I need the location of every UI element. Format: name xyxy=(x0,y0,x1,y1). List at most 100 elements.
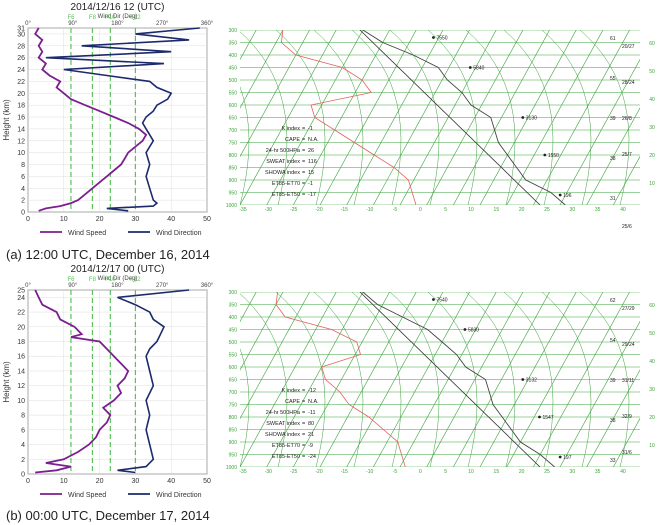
pressure-label: 450 xyxy=(229,328,238,334)
isotherm xyxy=(240,30,257,61)
temperature-tick-label: -35 xyxy=(239,469,246,475)
plot-frame xyxy=(27,289,208,475)
adiabat xyxy=(503,30,554,205)
height-label: 30 xyxy=(649,125,655,131)
temperature-tick-label: 30 xyxy=(570,207,576,213)
index-separator: = xyxy=(302,454,305,460)
isotherm xyxy=(559,58,640,205)
y-tick-label: 31 xyxy=(17,26,25,33)
index-value: -9 xyxy=(308,443,313,449)
isotherm xyxy=(373,292,470,467)
direction-tick-label: 270° xyxy=(156,283,169,289)
isotherm xyxy=(613,417,640,467)
y-tick-label: 24 xyxy=(17,295,25,302)
pressure-label: 400 xyxy=(229,315,238,321)
temperature-tick-label: -15 xyxy=(341,207,348,213)
panel-b-svg: 2014/12/17 00 (UTC)Wind Dir (Deg)0246810… xyxy=(2,264,655,499)
temperature-tick-label: -25 xyxy=(290,207,297,213)
adiabat xyxy=(503,292,554,467)
direction-tick-label: 180° xyxy=(111,21,124,27)
isotherm xyxy=(613,155,640,205)
index-value: 15 xyxy=(308,170,314,176)
level-marker xyxy=(432,298,435,301)
index-label: ET85-ET50 xyxy=(272,454,300,460)
index-separator: = xyxy=(302,410,305,416)
height-label: 20 xyxy=(649,153,655,159)
adiabat xyxy=(389,292,440,467)
y-tick-label: 8 xyxy=(21,162,25,169)
adiabat xyxy=(389,30,440,205)
y-tick-label: 18 xyxy=(17,339,25,346)
index-label: ET85-ET70 xyxy=(272,181,300,187)
wind-label: 28/24 xyxy=(622,80,635,86)
direction-tick-label: 180° xyxy=(111,283,124,289)
pressure-label: 900 xyxy=(229,178,238,184)
temperature-tick-label: 25 xyxy=(544,469,550,475)
y-tick-label: 30 xyxy=(17,31,25,38)
isotherm xyxy=(266,292,364,467)
y-tick-label: 22 xyxy=(17,310,25,317)
wind-speed-line xyxy=(34,289,130,474)
y-tick-label: 2 xyxy=(21,457,25,464)
level-label: 5840 xyxy=(473,66,484,72)
level-marker xyxy=(463,328,467,331)
adiabat xyxy=(427,292,478,467)
index-value: -11 xyxy=(308,410,316,416)
wind-direction-line xyxy=(117,289,190,474)
pressure-label: 550 xyxy=(229,353,238,359)
isotherm xyxy=(399,30,497,205)
y-tick-label: 2 xyxy=(21,198,25,205)
x-axis-label: Wind Speed (m/s) xyxy=(158,482,160,483)
threshold-label: F6 xyxy=(67,15,75,21)
isotherm xyxy=(346,30,444,205)
height-label: 10 xyxy=(649,443,655,449)
height-label: 40 xyxy=(649,97,655,103)
direction-tick-label: 0° xyxy=(25,283,31,289)
y-tick-label: 20 xyxy=(17,324,25,331)
pressure-label: 950 xyxy=(229,453,238,459)
isotherm xyxy=(399,292,497,467)
pressure-label: 300 xyxy=(229,290,238,296)
adiabat xyxy=(240,348,250,467)
y-tick-label: 10 xyxy=(17,150,25,157)
dewpoint-profile xyxy=(280,30,417,205)
isotherm xyxy=(240,30,310,158)
level-label: 7540 xyxy=(436,298,447,304)
temperature-tick-label: 20 xyxy=(519,469,525,475)
legend-label-speed: Wind Speed xyxy=(68,492,106,499)
x-tick-label: 50 xyxy=(203,216,211,223)
legend-label-direction: Wind Direction xyxy=(156,230,202,237)
y-tick-label: 0 xyxy=(21,210,25,217)
dewpoint-profile xyxy=(275,292,406,467)
index-value: 116 xyxy=(308,159,317,165)
wind-speed-line xyxy=(34,27,148,212)
pressure-label: 650 xyxy=(229,116,238,122)
wind-label: 29/24 xyxy=(622,342,635,348)
pressure-label: 1000 xyxy=(226,203,237,209)
parcel-path xyxy=(359,292,541,467)
pressure-label: 350 xyxy=(229,41,238,47)
adiabat xyxy=(313,292,364,467)
wind-label: 32/9 xyxy=(622,414,632,420)
pressure-label: 500 xyxy=(229,340,238,346)
index-separator: = xyxy=(302,432,305,438)
index-separator: = xyxy=(302,159,305,165)
index-label: K index xyxy=(282,126,301,132)
x-tick-label: 10 xyxy=(60,216,68,223)
y-tick-label: 10 xyxy=(17,398,25,405)
station-label: 39 xyxy=(610,116,616,122)
temperature-tick-label: 35 xyxy=(595,469,601,475)
isotherm xyxy=(293,292,390,467)
level-label: 3130 xyxy=(526,116,537,122)
adiabat xyxy=(427,30,478,205)
level-marker xyxy=(538,415,541,419)
index-value: N.A. xyxy=(308,137,319,143)
pressure-label: 950 xyxy=(229,191,238,197)
height-label: 10 xyxy=(649,181,655,187)
y-tick-label: 6 xyxy=(21,427,25,434)
y-tick-label: 4 xyxy=(21,186,25,193)
height-label: 50 xyxy=(649,69,655,75)
temperature-profile xyxy=(362,292,555,467)
adiabat xyxy=(541,30,592,205)
y-tick-label: 22 xyxy=(17,79,25,86)
